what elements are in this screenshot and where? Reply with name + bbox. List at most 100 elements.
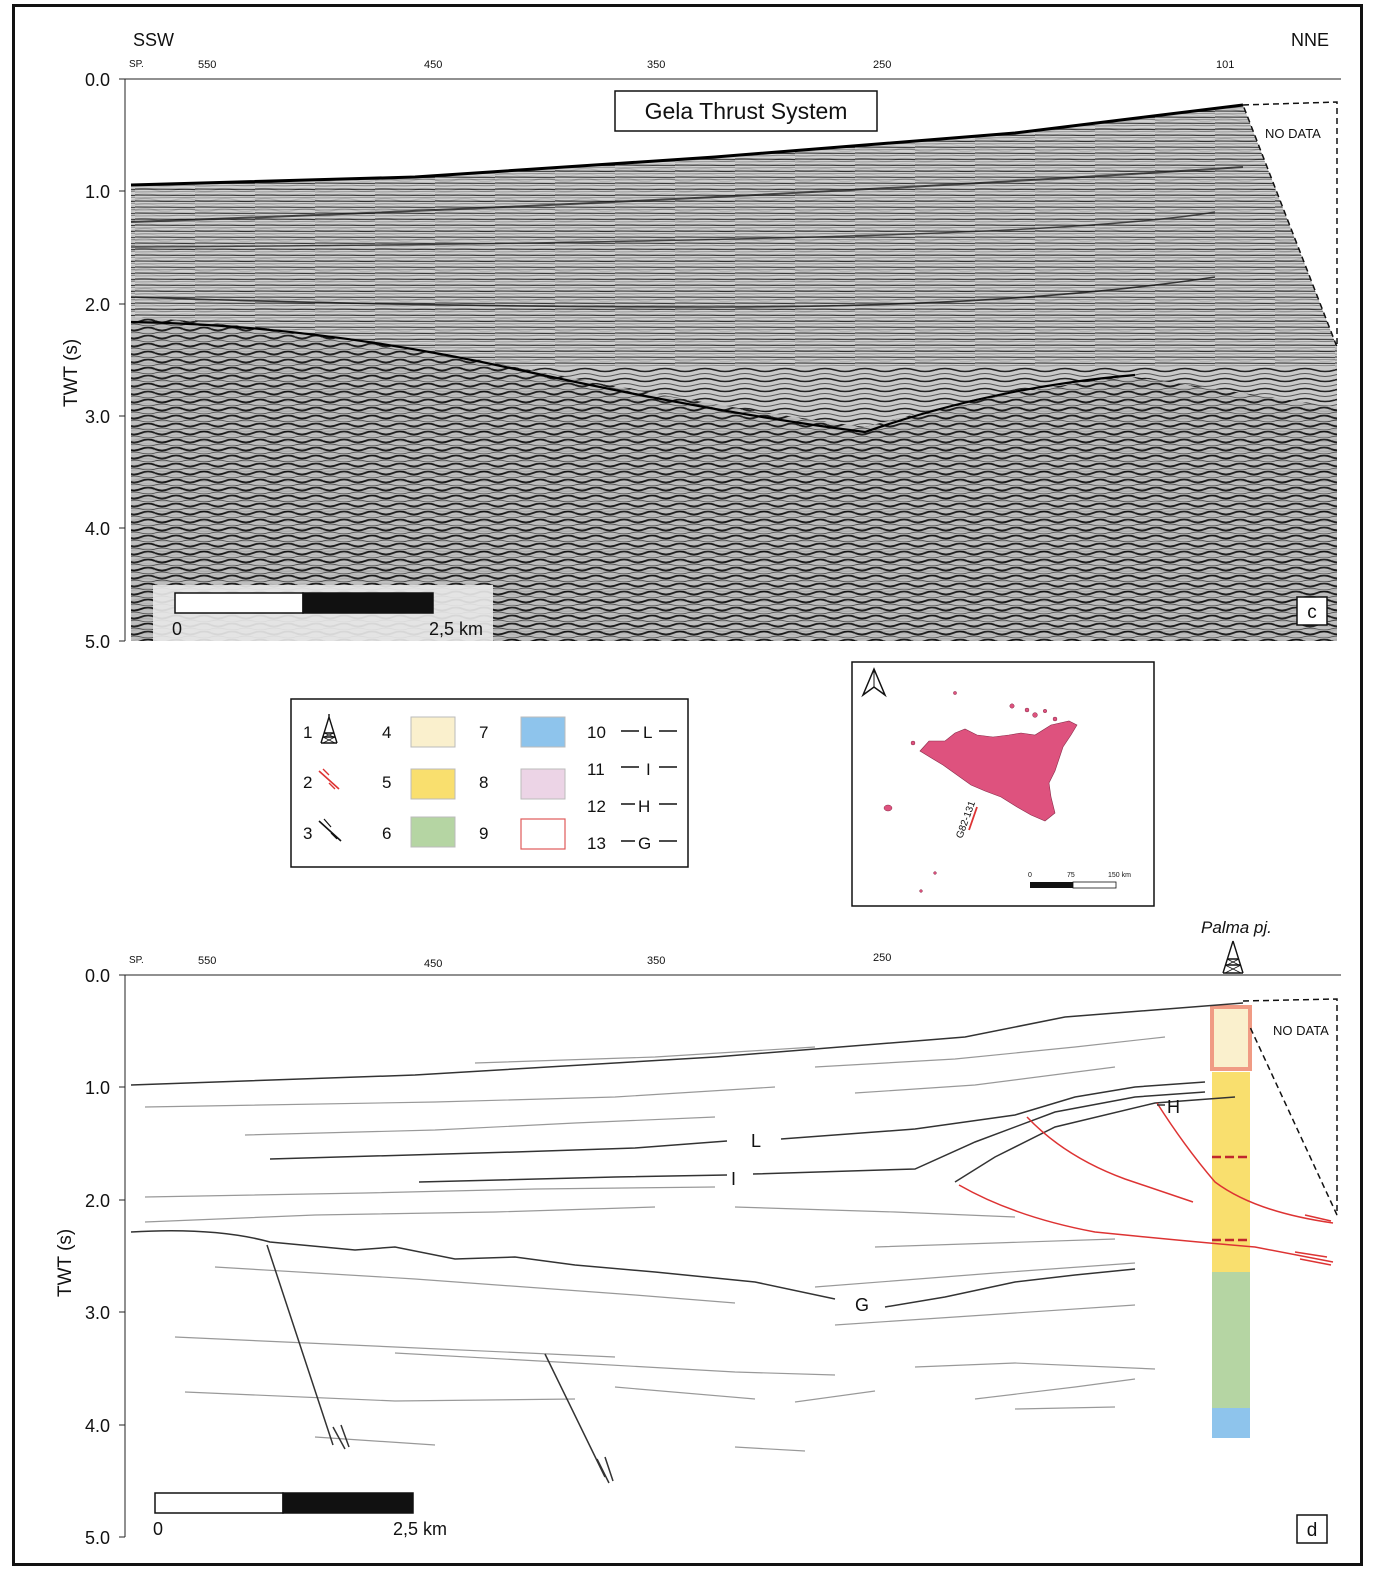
sp-label: SP.	[129, 59, 144, 70]
sicily-island	[919, 720, 1078, 822]
legend-horizon-G: G	[638, 834, 651, 853]
legend-swatch-6	[410, 816, 456, 848]
legend-swatch-5	[410, 768, 456, 800]
panel-letter-box-c	[1296, 596, 1328, 626]
legend-num-5: 5	[382, 773, 391, 792]
legend-num-7: 7	[479, 723, 488, 742]
twt-tick-d-2: 2.0	[85, 1191, 110, 1211]
no-data-label-c: NO DATA	[1265, 126, 1321, 141]
well-unit-7	[1212, 1408, 1250, 1438]
twt-ticks-c	[119, 78, 125, 642]
legend-num-9: 9	[479, 824, 488, 843]
map-scale-white	[1072, 881, 1117, 889]
twt-tick-0: 0.0	[85, 70, 110, 90]
horizon-label-I: I	[731, 1169, 736, 1189]
map-scale-75: 75	[1067, 872, 1075, 879]
well-unit-4	[1210, 1005, 1252, 1071]
horizon-label-H: H	[1167, 1097, 1180, 1117]
twt-tick-5: 5.0	[85, 632, 110, 652]
shotpoint-550: 550	[198, 59, 216, 71]
section-title: Gela Thrust System	[645, 98, 848, 124]
twt-tick-4: 4.0	[85, 519, 110, 539]
legend-num-1: 1	[303, 723, 312, 742]
inset-map: G82-131 0 75 150 km	[851, 661, 1155, 907]
twt-tick-2: 2.0	[85, 295, 110, 315]
well-unit-6	[1212, 1272, 1250, 1408]
panel-c: SSW NNE SP. 550 450 350 250 101 0.0 1.0 …	[61, 30, 1341, 652]
legend-num-13: 13	[587, 834, 606, 853]
shotpoint-350-d: 350	[647, 955, 665, 967]
legend-horizon-L: L	[643, 723, 652, 742]
legend-horizon-I: I	[646, 760, 651, 779]
twt-tick-3: 3.0	[85, 407, 110, 427]
legend-num-2: 2	[303, 773, 312, 792]
twt-tick-d-5: 5.0	[85, 1528, 110, 1548]
twt-tick-d-4: 4.0	[85, 1416, 110, 1436]
panel-letter-box-d	[1296, 1514, 1328, 1544]
scale-bar-white-d	[154, 1492, 284, 1514]
derrick-icon-well	[1222, 940, 1244, 974]
reflector-lines	[144, 1036, 1166, 1452]
no-data-outline-d	[1242, 998, 1338, 1216]
horizon-lines	[130, 1002, 1244, 1308]
scale-end-d: 2,5 km	[393, 1519, 447, 1539]
legend-swatch-8	[520, 768, 566, 800]
shotpoint-450-d: 450	[424, 958, 442, 970]
scale-bar-white-c	[174, 592, 304, 614]
legend: 1 2 3 4 5 6 7 8 9 10 L 11	[290, 698, 689, 868]
red-thrusts	[958, 1102, 1334, 1266]
horizon-label-G: G	[855, 1295, 869, 1315]
twt-ticks-d	[119, 974, 125, 1538]
legend-swatch-9	[520, 818, 566, 850]
horizon-label-L: L	[751, 1131, 761, 1151]
red-thrust-icon	[318, 768, 340, 790]
scale-end-c: 2,5 km	[429, 619, 483, 639]
no-data-label-d: NO DATA	[1273, 1023, 1329, 1038]
shotpoint-250-d: 250	[873, 952, 891, 964]
legend-num-6: 6	[382, 824, 391, 843]
panel-d: SP. 550 450 350 250 0.0 1.0 2.0 3.0 4.0 …	[55, 918, 1341, 1548]
derrick-icon	[320, 714, 338, 744]
seismic-section	[130, 103, 1337, 641]
twt-axis-label-d: TWT (s)	[55, 1229, 76, 1297]
shotpoint-101: 101	[1216, 59, 1234, 71]
shotpoint-450: 450	[424, 59, 442, 71]
legend-num-11: 11	[587, 760, 605, 779]
shotpoint-550-d: 550	[198, 955, 216, 967]
panel-letter-d: d	[1307, 1520, 1318, 1541]
legend-num-12: 12	[587, 797, 606, 816]
scale-bar-black-c	[302, 592, 434, 614]
shotpoint-350: 350	[647, 59, 665, 71]
figure-canvas: SSW NNE SP. 550 450 350 250 101 0.0 1.0 …	[55, 30, 1341, 1548]
legend-num-4: 4	[382, 723, 391, 742]
figure-frame: SSW NNE SP. 550 450 350 250 101 0.0 1.0 …	[12, 4, 1363, 1566]
legend-num-3: 3	[303, 824, 312, 843]
seismic-line-trace	[968, 806, 978, 831]
scale-start-c: 0	[172, 619, 182, 639]
legend-num-10: 10	[587, 723, 606, 742]
legend-num-8: 8	[479, 773, 488, 792]
black-fault-icon	[318, 818, 342, 842]
legend-swatch-4	[410, 716, 456, 748]
legend-swatch-7	[520, 716, 566, 748]
twt-tick-d-0: 0.0	[85, 966, 110, 986]
scale-bar-black-d	[282, 1492, 414, 1514]
sp-label-d: SP.	[129, 955, 144, 966]
legend-horizon-H: H	[638, 797, 650, 816]
shotpoint-250: 250	[873, 59, 891, 71]
minor-islands	[883, 691, 1058, 893]
panel-letter-c: c	[1307, 602, 1317, 623]
well-column	[1210, 1005, 1252, 1438]
north-arrow-icon	[861, 667, 887, 698]
title-box	[614, 90, 878, 132]
direction-nne: NNE	[1291, 30, 1329, 50]
twt-axis-label: TWT (s)	[61, 339, 82, 407]
well-name: Palma pj.	[1201, 918, 1272, 937]
well-unit-5	[1212, 1072, 1250, 1272]
scale-start-d: 0	[153, 1519, 163, 1539]
black-faults	[266, 1244, 614, 1484]
map-scale-black	[1030, 882, 1073, 888]
direction-ssw: SSW	[133, 30, 174, 50]
map-scale-150: 150 km	[1108, 872, 1131, 879]
map-scale-0: 0	[1028, 872, 1032, 879]
